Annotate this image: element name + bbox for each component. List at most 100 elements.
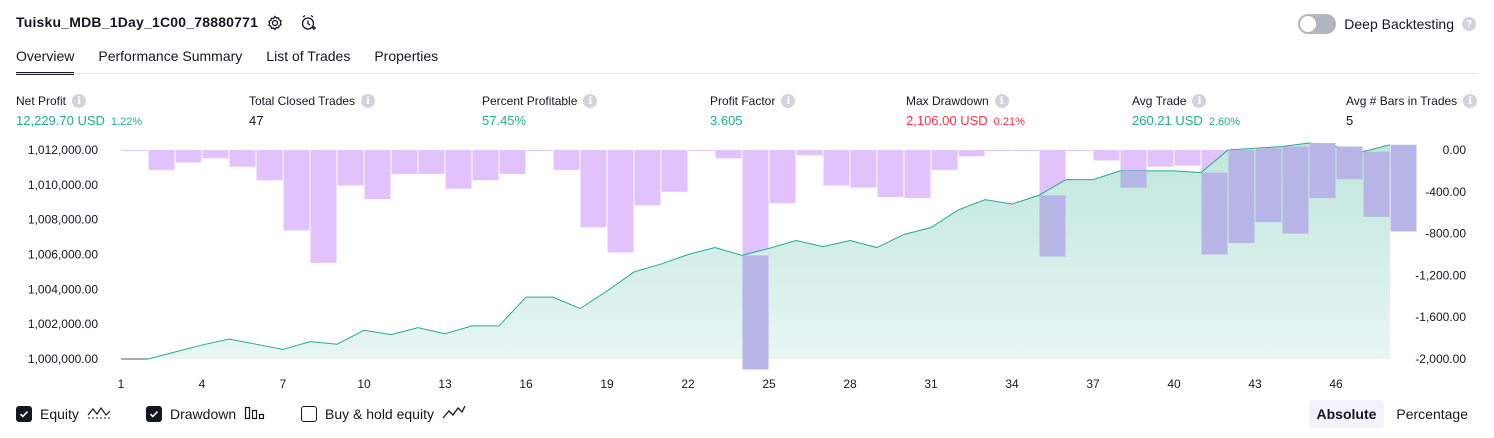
metric-label: Avg Trade	[1132, 94, 1187, 108]
drawdown-bar-overlap	[1228, 150, 1255, 244]
x-axis-tick-label: 43	[1248, 377, 1262, 391]
info-icon[interactable]: i	[994, 94, 1009, 108]
left-axis-tick-label: 1,004,000.00	[28, 282, 98, 296]
equity-drawdown-chart[interactable]: 1,012,000.00 1,010,000.00 1,008,000.00 1,00…	[0, 140, 1494, 396]
toggle-knob	[1300, 16, 1317, 32]
drawdown-bar	[823, 150, 850, 186]
metric-label: Max Drawdown	[906, 94, 989, 108]
deep-backtesting-label: Deep Backtesting	[1344, 16, 1454, 32]
drawdown-bar	[877, 150, 904, 198]
tab-bar: Overview Performance Summary List of Tra…	[16, 48, 438, 75]
info-icon[interactable]: i	[72, 94, 87, 108]
right-axis-tick-label: 0.00	[1443, 143, 1467, 157]
metric-value: 12,229.70 USD	[16, 113, 105, 128]
drawdown-bar-overlap	[1309, 143, 1336, 199]
drawdown-bar-overlap	[1201, 172, 1228, 255]
legend-label: Drawdown	[170, 405, 237, 422]
drawdown-bar	[526, 150, 553, 152]
drawdown-bar	[310, 150, 337, 263]
drawdown-bar	[796, 150, 823, 156]
deep-backtesting: Deep Backtesting ?	[1298, 14, 1476, 34]
left-axis-tick-label: 1,000,000.00	[28, 352, 98, 366]
metric-value: 5	[1346, 113, 1354, 128]
drawdown-bar-overlap	[1255, 148, 1282, 223]
equity-checkbox[interactable]	[16, 405, 32, 422]
drawdown-bar	[985, 150, 1012, 152]
legend-drawdown[interactable]: Drawdown	[146, 404, 266, 423]
metric-avg-trade: Avg Trade i 260.21 USD 2.60%	[1132, 94, 1240, 128]
drawdown-bar	[472, 150, 499, 181]
drawdown-bar	[229, 150, 256, 167]
left-axis-tick-label: 1,002,000.00	[28, 317, 98, 331]
metric-net-profit: Net Profit i 12,229.70 USD 1.22%	[16, 94, 142, 128]
equity-line	[121, 142, 1391, 360]
add-alert-clock-icon[interactable]	[298, 12, 320, 34]
metric-max-drawdown: Max Drawdown i 2,106.00 USD 0.21%	[906, 94, 1025, 128]
drawdown-bar	[364, 150, 391, 200]
drawdown-bar	[445, 150, 472, 189]
drawdown-bar-overlap	[1282, 146, 1309, 234]
metric-label: Profit Factor	[710, 94, 776, 108]
drawdown-bar	[283, 150, 310, 231]
x-axis-tick-label: 19	[600, 377, 614, 391]
right-axis-tick-label: -1,200.00	[1415, 268, 1466, 282]
absolute-button[interactable]: Absolute	[1308, 400, 1385, 428]
percentage-button[interactable]: Percentage	[1396, 406, 1468, 422]
drawdown-bar	[688, 150, 715, 152]
legend-equity[interactable]: Equity	[16, 404, 111, 423]
deep-backtesting-toggle[interactable]	[1298, 14, 1337, 34]
right-axis-tick-label: -1,600.00	[1415, 310, 1466, 324]
info-icon[interactable]: i	[1192, 94, 1207, 108]
drawdown-bar	[391, 150, 418, 175]
help-icon[interactable]: ?	[1462, 17, 1476, 31]
info-icon[interactable]: i	[583, 94, 598, 108]
drawdown-bar	[958, 150, 985, 157]
metric-avg-bars: Avg # Bars in Trades i 5	[1346, 94, 1478, 128]
drawdown-bar	[661, 150, 688, 192]
tab-list-of-trades[interactable]: List of Trades	[266, 48, 351, 64]
legend-buy-hold-equity[interactable]: Buy & hold equity	[301, 404, 466, 423]
metric-value: 2,106.00 USD	[906, 113, 988, 128]
info-icon[interactable]: i	[1463, 94, 1478, 108]
left-axis-tick-label: 1,012,000.00	[28, 143, 98, 157]
metric-value: 3.605	[710, 113, 743, 128]
tab-overview[interactable]: Overview	[16, 48, 75, 75]
drawdown-bar	[148, 150, 175, 170]
equity-area	[121, 143, 1390, 359]
buy-hold-checkbox[interactable]	[301, 405, 317, 422]
x-axis-tick-label: 46	[1329, 377, 1343, 391]
drawdown-bar	[904, 150, 931, 199]
drawdown-bar	[1174, 150, 1201, 166]
drawdown-bar-overlap	[1390, 144, 1417, 232]
left-axis-tick-label: 1,006,000.00	[28, 248, 98, 262]
x-axis-tick-label: 40	[1167, 377, 1181, 391]
x-axis-tick-label: 28	[843, 377, 857, 391]
tab-performance-summary[interactable]: Performance Summary	[98, 48, 243, 64]
drawdown-bar-overlap	[1039, 195, 1066, 257]
info-icon[interactable]: i	[361, 94, 376, 108]
drawdown-checkbox[interactable]	[146, 405, 162, 422]
x-axis-tick-label: 31	[924, 377, 938, 391]
metric-profit-factor: Profit Factor i 3.605	[710, 94, 796, 128]
settings-gear-icon[interactable]	[264, 12, 286, 34]
x-axis-tick-label: 1	[118, 377, 125, 391]
x-axis-tick-label: 16	[519, 377, 533, 391]
legend-label: Equity	[40, 405, 79, 422]
left-axis-tick-label: 1,008,000.00	[28, 213, 98, 227]
right-axis-tick-label: -2,000.00	[1415, 352, 1466, 366]
drawdown-bar-overlap	[1363, 151, 1390, 217]
drawdown-bar-overlap	[1336, 146, 1363, 180]
x-axis-tick-label: 10	[357, 377, 371, 391]
left-axis-tick-label: 1,010,000.00	[28, 178, 98, 192]
metric-label: Net Profit	[16, 94, 67, 108]
info-icon[interactable]: i	[781, 94, 796, 108]
drawdown-bar	[607, 150, 634, 253]
metric-percent: 0.21%	[993, 116, 1025, 128]
metric-total-closed-trades: Total Closed Trades i 47	[249, 94, 376, 128]
drawdown-bar	[769, 150, 796, 204]
drawdown-bar	[256, 150, 283, 181]
drawdown-bar	[1093, 150, 1120, 161]
drawdown-bar	[418, 150, 445, 175]
legend-label: Buy & hold equity	[325, 405, 434, 422]
tab-properties[interactable]: Properties	[374, 48, 439, 64]
